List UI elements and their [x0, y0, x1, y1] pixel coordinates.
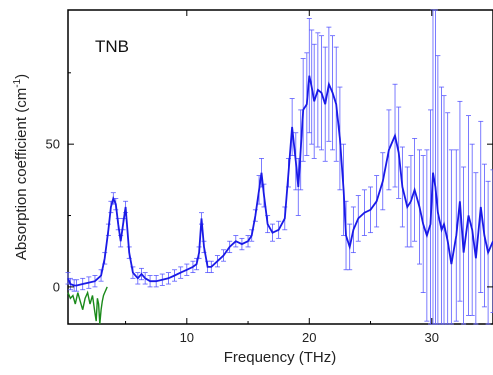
y-axis-label-main: Absorption coefficient (cm	[13, 88, 30, 260]
plot-frame	[67, 9, 493, 325]
y-axis-label-sup: -1	[12, 78, 23, 87]
series-lines	[67, 75, 493, 325]
y-tick-label: 50	[46, 137, 60, 152]
sample-annotation: TNB	[95, 37, 129, 56]
x-tick-label: 10	[180, 330, 194, 345]
error-bars	[65, 9, 493, 325]
x-tick-label: 30	[425, 330, 439, 345]
plot-area: 10 20 30 0 50	[46, 9, 493, 345]
absorption-series-line	[67, 75, 493, 287]
y-axis-label: Absorption coefficient (cm-1)	[12, 74, 30, 260]
y-tick-label: 0	[53, 279, 60, 294]
low-frequency-series-line	[67, 286, 108, 325]
x-axis-label: Frequency (THz)	[224, 349, 337, 366]
axis-ticks: 10 20 30 0 50	[46, 10, 493, 345]
y-axis-label-close: )	[13, 74, 30, 79]
x-tick-label: 20	[302, 330, 316, 345]
